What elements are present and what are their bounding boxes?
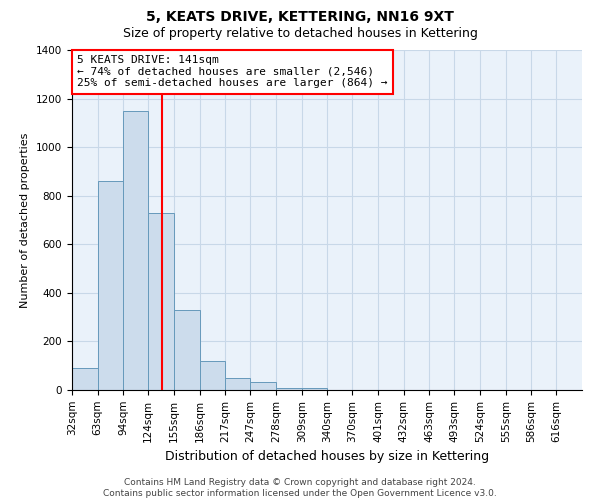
Bar	[72, 368, 98, 390]
Bar	[302, 388, 328, 390]
X-axis label: Distribution of detached houses by size in Kettering: Distribution of detached houses by size …	[165, 450, 489, 463]
Bar	[98, 181, 124, 390]
Bar	[200, 361, 226, 390]
Text: Size of property relative to detached houses in Kettering: Size of property relative to detached ho…	[122, 28, 478, 40]
Bar	[276, 388, 302, 390]
Text: 5 KEATS DRIVE: 141sqm
← 74% of detached houses are smaller (2,546)
25% of semi-d: 5 KEATS DRIVE: 141sqm ← 74% of detached …	[77, 55, 388, 88]
Text: 5, KEATS DRIVE, KETTERING, NN16 9XT: 5, KEATS DRIVE, KETTERING, NN16 9XT	[146, 10, 454, 24]
Bar	[124, 110, 148, 390]
Y-axis label: Number of detached properties: Number of detached properties	[20, 132, 31, 308]
Bar	[250, 382, 276, 390]
Bar	[226, 378, 250, 390]
Bar	[174, 310, 200, 390]
Bar	[148, 212, 174, 390]
Text: Contains HM Land Registry data © Crown copyright and database right 2024.
Contai: Contains HM Land Registry data © Crown c…	[103, 478, 497, 498]
